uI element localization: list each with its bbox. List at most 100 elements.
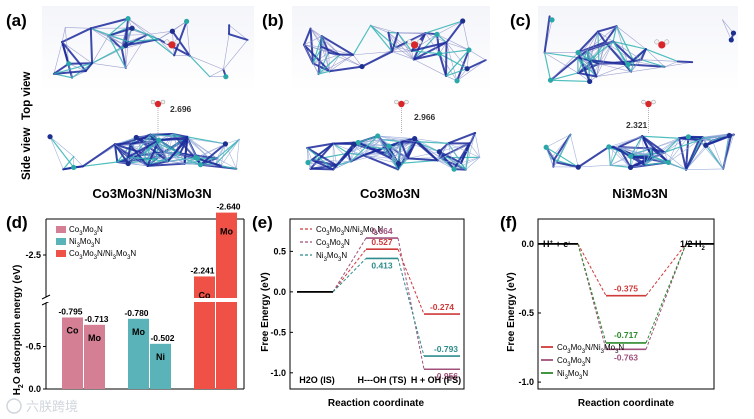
bond-line [303, 44, 319, 75]
bond-line [588, 40, 614, 61]
bond-line [411, 50, 415, 60]
bond-line [722, 19, 734, 34]
bond-line [303, 27, 312, 46]
bond-line [317, 70, 331, 75]
bond-line [664, 61, 679, 68]
bond-length-a: 2.696 [170, 104, 192, 114]
bond-line [391, 51, 415, 60]
top-view-label: Top view [21, 72, 33, 120]
bond-line [685, 139, 700, 171]
bond-line [187, 138, 217, 165]
bond-line [617, 135, 644, 148]
structure-top-b [303, 18, 487, 84]
bond-line [447, 143, 481, 158]
panel-e-plot-frame [289, 218, 465, 390]
atom [726, 132, 732, 139]
bond-line [644, 152, 665, 166]
panel-d-ylabel-rest: O adsorption energy (eV) [12, 265, 23, 384]
atom [386, 143, 392, 149]
bond-line [321, 46, 341, 56]
bond-line [377, 135, 416, 142]
atom [125, 160, 131, 167]
bond-line [91, 44, 127, 64]
atom [436, 149, 442, 155]
bond-line [664, 152, 687, 170]
bond-line [685, 135, 690, 171]
bond-line [380, 138, 402, 143]
atom [375, 133, 381, 139]
oxygen-atom [410, 41, 419, 49]
bond-line [147, 30, 173, 35]
panel-e-plot-tick-label: 0.0 [273, 287, 286, 297]
bond-line [462, 20, 470, 51]
bond-line [604, 25, 618, 44]
panel-d-bar-site-label: Co [199, 290, 211, 300]
panel-e-value-label: 0.413 [371, 260, 393, 270]
panel-d-break-mark [41, 294, 51, 300]
bond-line [676, 60, 694, 64]
bond-line [317, 52, 330, 75]
bond-line [196, 157, 222, 168]
panel-e-connector [332, 248, 367, 293]
structure-side-c [543, 99, 735, 171]
bond-line [439, 53, 458, 82]
bond-line [228, 24, 248, 41]
atom [169, 28, 175, 34]
bond-line [311, 159, 352, 162]
bond-line [570, 134, 579, 168]
bond-line [124, 33, 149, 47]
bond-line [596, 25, 618, 33]
panel-f-plot: 0.0 -0.5 -1.0 -0.375 -0.763 -0.717 H+ + e- 1/2 … [518, 218, 715, 390]
panel-c-letter: (c) [510, 11, 531, 30]
bond-line [310, 28, 323, 48]
bond-line [220, 139, 240, 167]
bond-line [377, 135, 415, 139]
atom [466, 47, 472, 53]
bond-line [663, 137, 680, 154]
bond-line [609, 164, 632, 168]
bond-line [146, 139, 160, 167]
panel-d-legend-label: Ni3Mo3N [69, 237, 100, 249]
bond-line [608, 135, 643, 148]
bond-line [127, 156, 169, 162]
bond-line [612, 41, 642, 60]
panel-d-plot: 0.0 -0.5 -2.5 Co -0.795 Mo -0.713 Mo -0.780 Ni -0.… [25, 202, 245, 394]
atom [451, 166, 457, 172]
bond-line [597, 31, 614, 42]
bond-line [81, 143, 116, 168]
bond-line [438, 53, 468, 70]
bond-line [157, 137, 189, 142]
hydrogen-atom [664, 39, 670, 45]
bond-line [406, 157, 439, 162]
bond-line [410, 50, 441, 55]
bond-line [370, 24, 397, 48]
bond-line [116, 156, 129, 163]
atom [606, 144, 612, 150]
oxygen-atom [168, 41, 176, 49]
atom [547, 77, 554, 83]
panel-e-connector [397, 258, 425, 357]
panel-e-legend-label: Co3Mo3N [316, 238, 350, 250]
atom [184, 18, 190, 25]
panel-d-bar [150, 343, 171, 389]
bond-line [223, 39, 248, 70]
bond-line [613, 146, 653, 149]
panel-c: (c) 2.321 Ni3Mo3N [510, 6, 738, 201]
bond-line [436, 20, 463, 35]
bond-line [130, 139, 160, 146]
bond-line [410, 41, 448, 52]
structure-side-a [47, 99, 240, 171]
bond-line [712, 140, 724, 170]
bond-line [158, 139, 169, 162]
bond-line [350, 135, 379, 163]
bond-line [228, 33, 249, 41]
oxygen-atom [645, 100, 652, 108]
bond-length-c: 2.321 [626, 120, 648, 130]
bond-line [127, 156, 148, 167]
oxygen-atom [398, 100, 405, 108]
bond-line [362, 154, 400, 171]
bond-line [663, 139, 700, 154]
atom [728, 37, 734, 43]
panel-e-plot: 0.5 0.0 -0.5 -1.0 Co3Mo3N/Ni3Mo3NCo3Mo3NNi3M… [270, 218, 465, 390]
panel-d-tick-label: -2.5 [25, 250, 41, 260]
